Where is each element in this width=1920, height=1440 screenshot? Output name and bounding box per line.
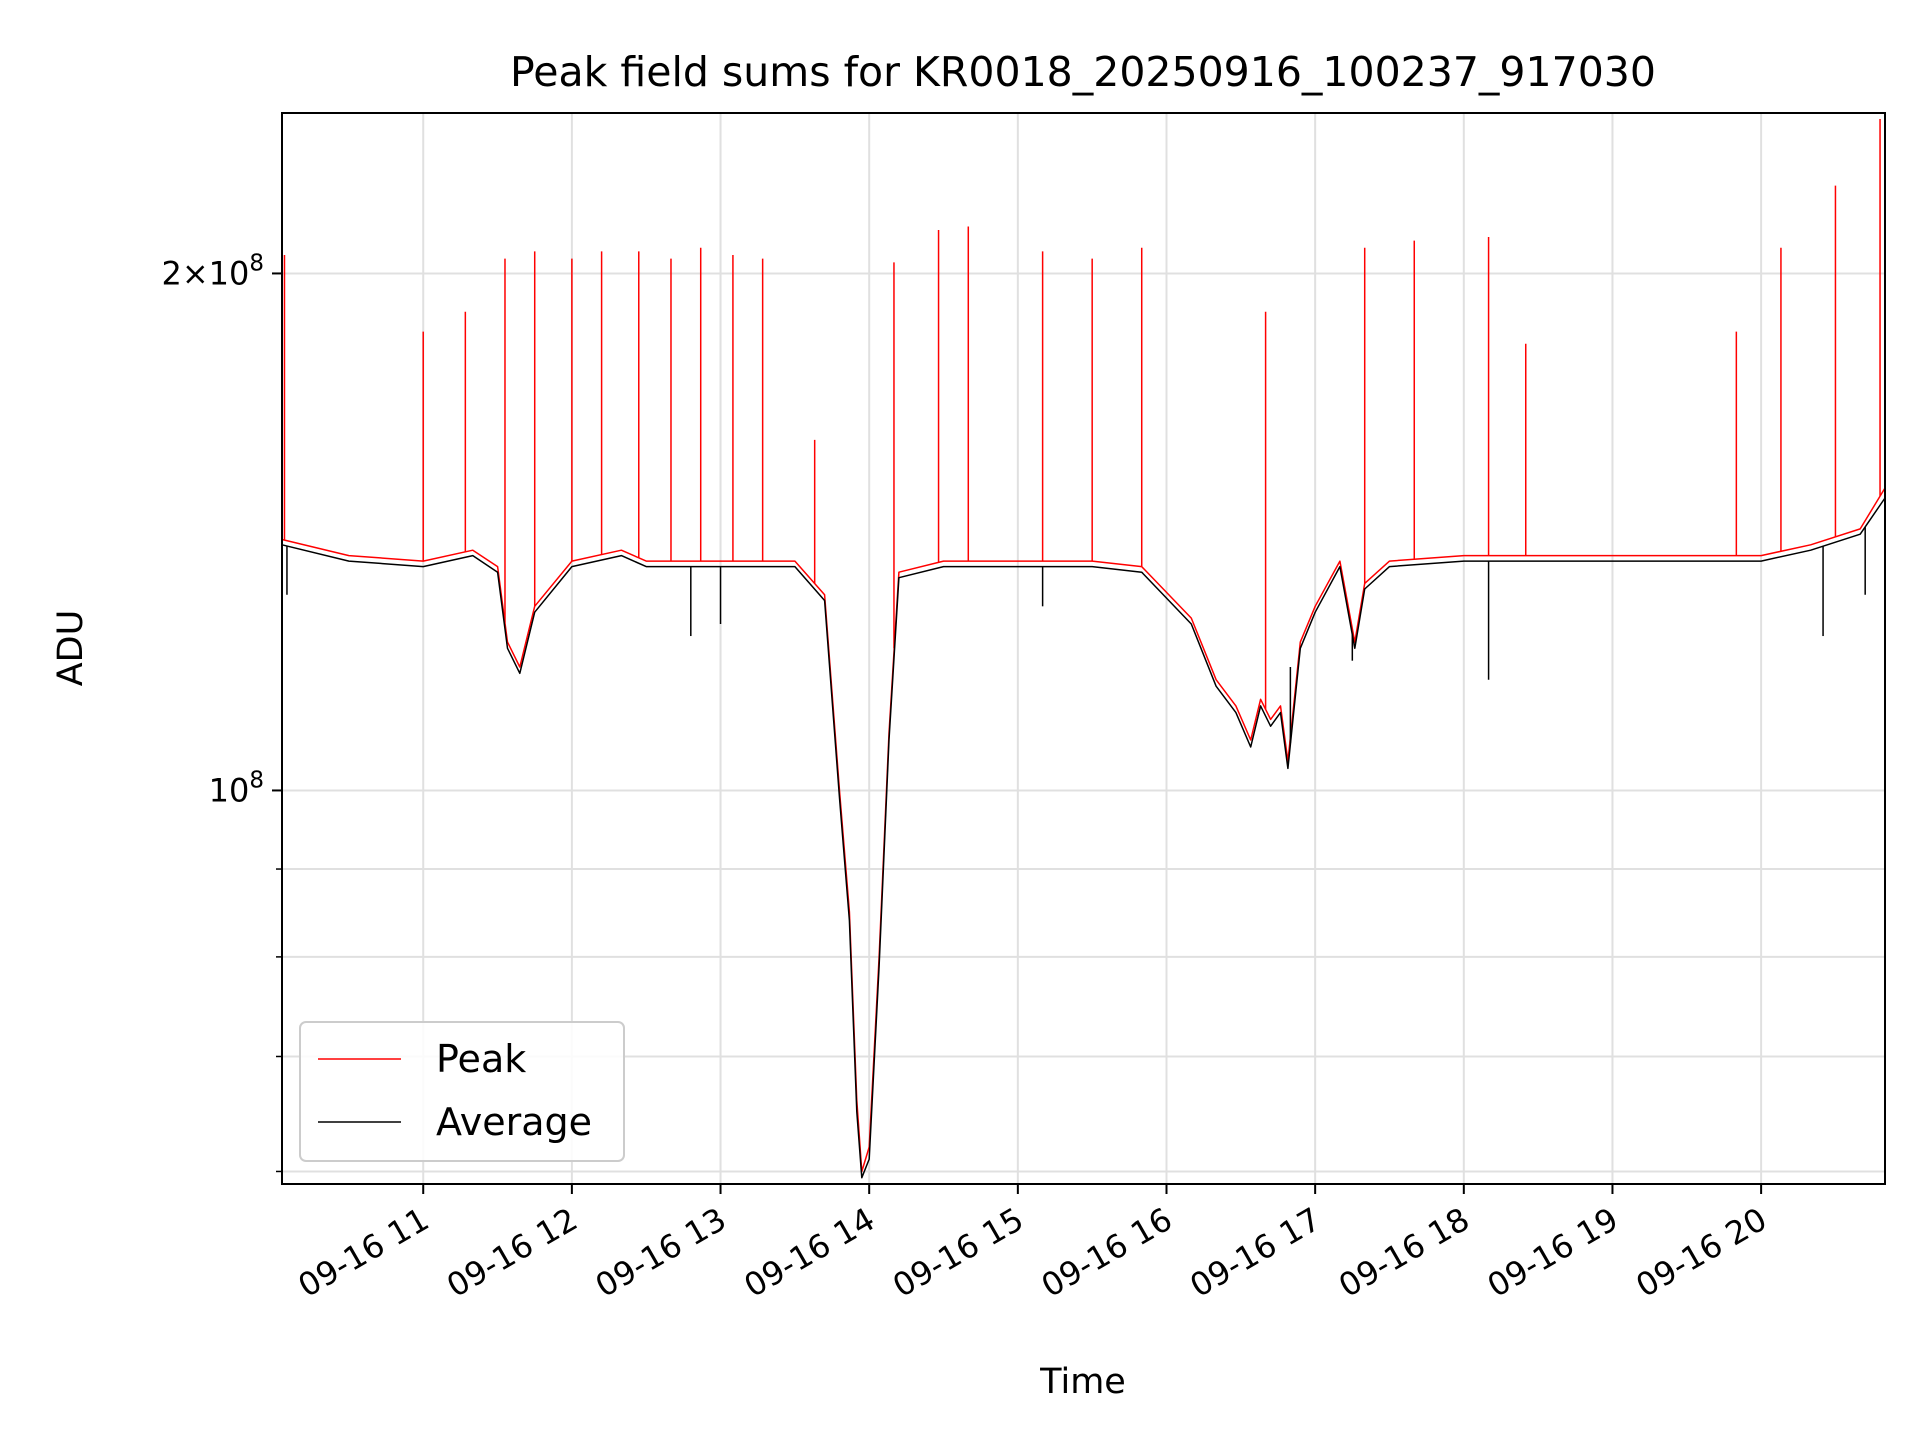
y-tick-label: 108 [209,767,264,809]
plot-frame [281,112,1886,1185]
x-tick-label: 09-16 17 [1184,1200,1328,1305]
series-line-average [281,497,1886,1179]
series-line-peak [281,487,1886,1173]
x-tick-label: 09-16 19 [1481,1200,1625,1305]
legend: Peak Average [299,1021,625,1162]
grid-layer [282,113,1885,1184]
legend-box [299,1021,625,1162]
series-layer [281,119,1886,1179]
x-tick-label: 09-16 13 [589,1200,733,1305]
x-axis-title: Time [1039,1362,1126,1402]
legend-label-average: Average [436,1100,592,1144]
x-tick-label: 09-16 18 [1332,1200,1476,1305]
x-tick-label: 09-16 12 [440,1200,584,1305]
x-tick-label: 09-16 14 [738,1200,882,1305]
y-tick-label: 2×108 [161,250,264,292]
x-tick-label: 09-16 20 [1630,1200,1774,1305]
y-axis-title: ADU [51,610,91,687]
x-tick-label: 09-16 16 [1035,1200,1179,1305]
legend-label-peak: Peak [436,1037,526,1081]
x-tick-label: 09-16 15 [886,1200,1030,1305]
chart-title: Peak field sums for KR0018_20250916_1002… [510,48,1656,96]
x-tick-label: 09-16 11 [292,1200,436,1305]
